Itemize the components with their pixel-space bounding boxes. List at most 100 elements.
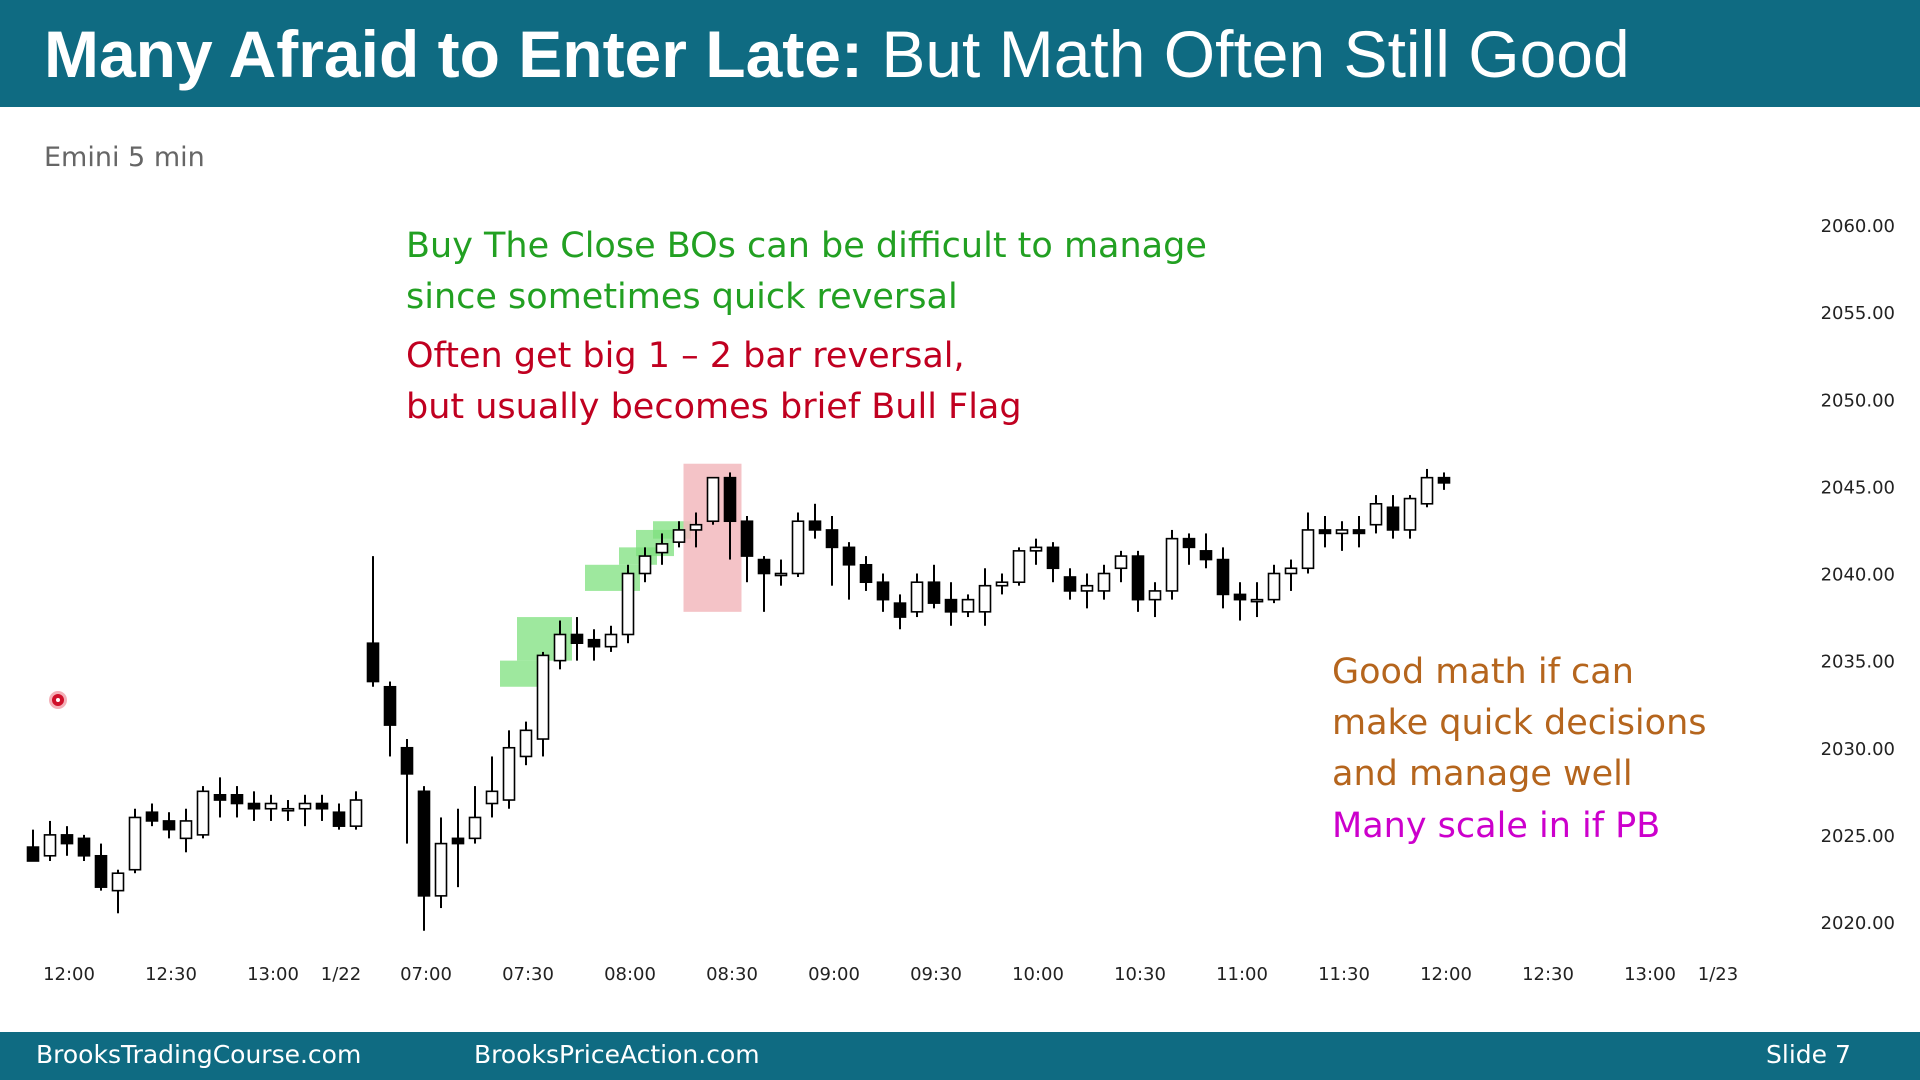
candle-body [621, 572, 635, 636]
x-tick-label: 12:30 [145, 964, 197, 985]
candle-body [26, 846, 40, 862]
y-tick-label: 2055.00 [1821, 303, 1895, 324]
x-tick-label: 09:00 [808, 964, 860, 985]
note-magenta: Many scale in if PB [1332, 806, 1661, 846]
candle-body [791, 520, 805, 575]
candle-body [1437, 476, 1451, 484]
candle-body [1199, 550, 1213, 561]
candle-body [995, 581, 1009, 587]
candle-body [978, 584, 992, 613]
candle-body [213, 793, 227, 801]
candle-body [468, 816, 482, 840]
candle-body [162, 820, 176, 831]
candle-body [1352, 529, 1366, 535]
note-red-line-1: Often get big 1 – 2 bar reversal, [406, 336, 965, 376]
x-tick-label: 08:30 [706, 964, 758, 985]
candle-body [77, 837, 91, 857]
candle-body [94, 854, 108, 888]
note-green-line-1: Buy The Close BOs can be difficult to ma… [406, 226, 1207, 266]
candle-body [927, 581, 941, 604]
green-highlight-box [500, 660, 538, 687]
x-tick-label: 11:00 [1216, 964, 1268, 985]
candle-body [1284, 567, 1298, 575]
note-red-line-2: but usually becomes brief Bull Flag [406, 387, 1022, 427]
candle-body [587, 638, 601, 648]
title-bar: Many Afraid to Enter Late: But Math Ofte… [0, 0, 1920, 107]
x-tick-label: 12:00 [43, 964, 95, 985]
x-tick-label: 11:30 [1318, 964, 1370, 985]
candle-body [757, 558, 771, 575]
candle-body [604, 633, 618, 648]
candle-body [1216, 558, 1230, 596]
candle-body [179, 820, 193, 840]
candle-body [1369, 502, 1383, 526]
y-tick-label: 2040.00 [1821, 565, 1895, 586]
x-tick-label: 12:00 [1420, 964, 1472, 985]
candle-body [774, 572, 788, 577]
x-tick-label: 13:00 [1624, 964, 1676, 985]
title-bold-part: Many Afraid to Enter Late: [44, 17, 863, 91]
x-tick-label: 09:30 [910, 964, 962, 985]
note-brown-line-2: make quick decisions [1332, 703, 1707, 743]
x-tick-label: 07:00 [400, 964, 452, 985]
candle-body [893, 602, 907, 618]
note-brown: Good math if can make quick decisions an… [1332, 647, 1707, 800]
x-tick-label: 13:00 [247, 964, 299, 985]
candle-body [315, 802, 329, 810]
candle-body [128, 816, 142, 871]
candle-body [655, 543, 669, 554]
candle-body [298, 802, 312, 810]
candle-body [842, 546, 856, 566]
candle-body [1301, 529, 1315, 570]
candle-body [570, 633, 584, 644]
candle-body [706, 476, 720, 523]
candle-body [961, 598, 975, 613]
candle-body [366, 642, 380, 683]
candle-body [349, 799, 363, 827]
candle-body [638, 555, 652, 575]
x-tick-label: 1/22 [321, 964, 361, 985]
candle-body [1131, 555, 1145, 601]
candle-body [502, 746, 516, 801]
candle-body [519, 729, 533, 758]
x-tick-label: 08:00 [604, 964, 656, 985]
candle-body [1318, 529, 1332, 535]
candle-body [1165, 537, 1179, 592]
candle-body [1029, 546, 1043, 552]
pointer-dot-icon [49, 691, 67, 709]
candle-body [1012, 550, 1026, 584]
candle-body [1386, 506, 1400, 531]
footer-left-site[interactable]: BrooksTradingCourse.com [36, 1040, 362, 1069]
y-tick-label: 2020.00 [1821, 913, 1895, 934]
candle-body [1267, 572, 1281, 601]
y-tick-label: 2030.00 [1821, 739, 1895, 760]
title-regular-part: But Math Often Still Good [881, 17, 1630, 91]
note-brown-line-1: Good math if can [1332, 652, 1634, 692]
candle-body [1420, 476, 1434, 505]
footer-bar: BrooksTradingCourse.com BrooksPriceActio… [0, 1032, 1920, 1080]
candle-body [60, 834, 74, 845]
x-tick-label: 10:00 [1012, 964, 1064, 985]
candle-body [1233, 593, 1247, 601]
candlestick-chart: 2060.00 2055.00 2050.00 2045.00 2040.00 2035.… [26, 216, 1895, 985]
candle-body [1148, 590, 1162, 601]
note-green: Buy The Close BOs can be difficult to ma… [406, 221, 1207, 323]
x-tick-label: 07:30 [502, 964, 554, 985]
candle-body [876, 581, 890, 601]
candle-body [417, 790, 431, 897]
candle-body [111, 872, 125, 892]
candle-body [1063, 576, 1077, 592]
candle-body [1114, 555, 1128, 570]
x-tick-label: 10:30 [1114, 964, 1166, 985]
candle-body [536, 654, 550, 740]
note-red: Often get big 1 – 2 bar reversal, but us… [406, 331, 1022, 433]
candle-body [1250, 598, 1264, 603]
footer-center-site[interactable]: BrooksPriceAction.com [474, 1040, 760, 1069]
candle-body [264, 802, 278, 810]
candle-body [808, 520, 822, 531]
candle-body [825, 529, 839, 549]
y-tick-label: 2045.00 [1821, 477, 1895, 498]
candle-body [1097, 572, 1111, 592]
candle-body [383, 685, 397, 726]
candle-body [400, 746, 414, 775]
